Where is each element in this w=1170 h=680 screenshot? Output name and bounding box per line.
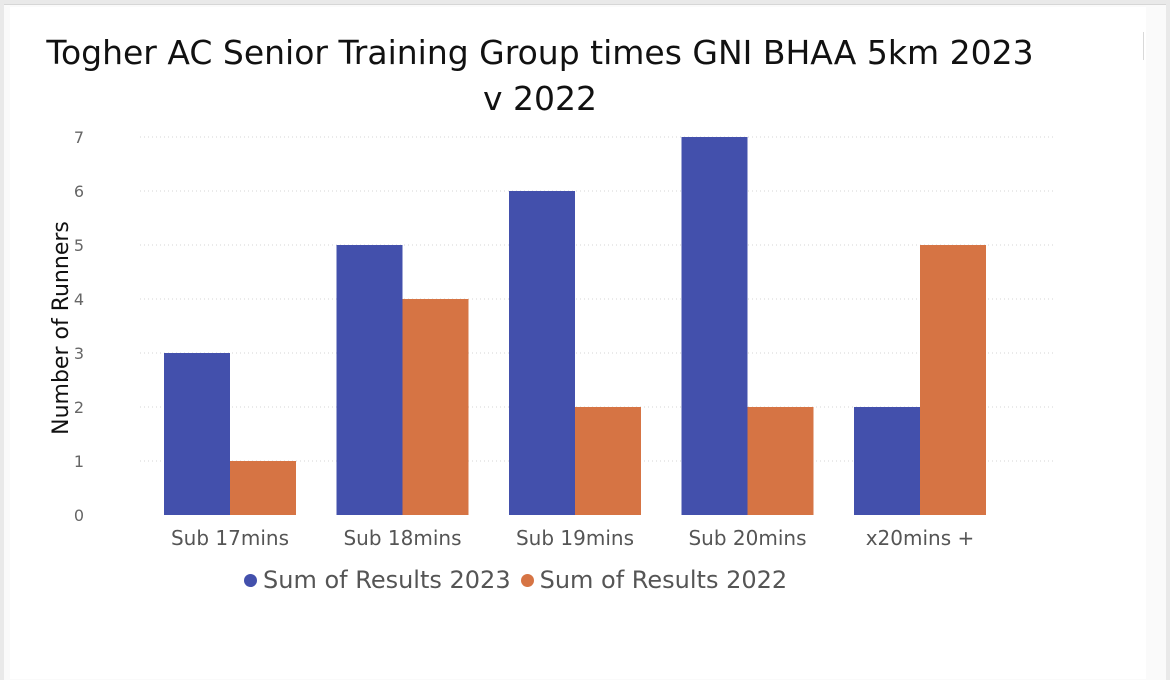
y-tick-label: 2 xyxy=(74,398,84,417)
legend-item-2022[interactable]: Sum of Results 2022 xyxy=(520,566,788,594)
legend: Sum of Results 2023 Sum of Results 2022 xyxy=(244,562,787,598)
bar-2022[interactable] xyxy=(575,407,641,515)
y-tick-label: 7 xyxy=(74,128,84,147)
x-tick-label: Sub 17mins xyxy=(171,526,289,550)
bar-2022[interactable] xyxy=(920,245,986,515)
legend-dot-icon xyxy=(520,573,534,587)
bar-2022[interactable] xyxy=(402,299,469,515)
panel-edge-marker xyxy=(1143,32,1144,60)
bar-2023[interactable] xyxy=(681,137,748,515)
bar-2023[interactable] xyxy=(509,191,575,515)
bar-2022[interactable] xyxy=(747,407,814,515)
y-tick-label: 4 xyxy=(74,290,84,309)
x-tick-label: Sub 19mins xyxy=(516,526,634,550)
x-tick-labels: Sub 17mins Sub 18mins Sub 19mins Sub 20mins… xyxy=(171,526,974,550)
y-tick-label: 5 xyxy=(74,236,84,255)
y-tick-labels: 0 1 2 3 4 5 6 7 xyxy=(74,128,84,525)
y-tick-label: 0 xyxy=(74,506,84,525)
x-tick-label: x20mins + xyxy=(866,526,975,550)
y-axis-label: Number of Runners xyxy=(49,221,74,435)
bar-2022[interactable] xyxy=(230,461,296,515)
x-tick-label: Sub 18mins xyxy=(343,526,461,550)
bar-2023[interactable] xyxy=(854,407,920,515)
legend-label-2022: Sum of Results 2022 xyxy=(539,566,788,594)
y-tick-label: 1 xyxy=(74,452,84,471)
y-tick-label: 6 xyxy=(74,182,84,201)
chart-title: Togher AC Senior Training Group times GN… xyxy=(46,33,1034,118)
legend-item-2023[interactable]: Sum of Results 2023 xyxy=(244,566,511,594)
y-tick-label: 3 xyxy=(74,344,84,363)
bar-2023[interactable] xyxy=(164,353,230,515)
bar-2023[interactable] xyxy=(336,245,403,515)
legend-label-2023: Sum of Results 2023 xyxy=(263,566,511,594)
x-tick-label: Sub 20mins xyxy=(688,526,806,550)
bars xyxy=(164,137,986,515)
legend-dot-icon xyxy=(244,573,257,587)
